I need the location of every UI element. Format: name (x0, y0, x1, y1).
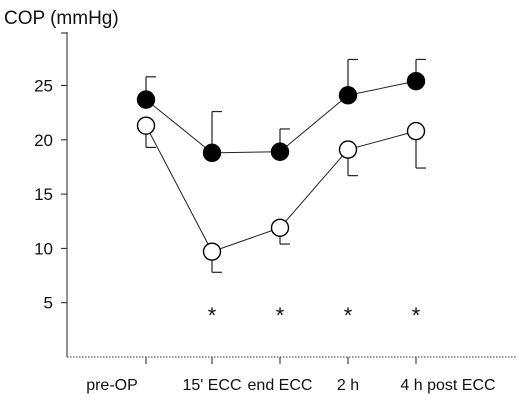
significance-asterisk: * (344, 303, 353, 328)
y-tick-label: 20 (34, 131, 53, 150)
x-tick-label: 2 h (337, 377, 359, 394)
data-point-filled (406, 71, 426, 91)
annotations: * * * * (208, 303, 421, 328)
data-point-open (338, 140, 358, 159)
x-tick-label: 4 h post ECC (400, 377, 495, 394)
x-tick-label: end ECC (248, 377, 313, 394)
data-point-open (202, 242, 222, 261)
data-point-filled (136, 90, 156, 109)
significance-asterisk: * (412, 303, 421, 328)
significance-asterisk: * (208, 303, 217, 328)
data-point-filled (338, 86, 358, 105)
x-ticks: pre-OP 15' ECC end ECC 2 h 4 h post ECC (86, 357, 496, 394)
data-point-open (270, 218, 290, 237)
series-1 (136, 58, 426, 163)
y-ticks: 5 10 15 20 25 (34, 32, 67, 313)
y-axis-label: COP (mmHg) (4, 8, 119, 29)
significance-asterisk: * (276, 303, 285, 328)
data-point-filled (270, 142, 290, 161)
series-2 (136, 116, 426, 273)
series-group (136, 58, 426, 273)
data-point-open (136, 116, 156, 135)
x-tick-label: pre-OP (86, 377, 138, 394)
data-point-open (406, 121, 426, 141)
x-tick-label: 15' ECC (182, 377, 241, 394)
y-tick-label: 15 (34, 185, 53, 204)
y-tick-label: 5 (44, 294, 53, 313)
data-point-filled (202, 143, 222, 163)
axes (66, 32, 516, 358)
y-tick-label: 25 (34, 77, 53, 96)
y-tick-label: 10 (34, 239, 53, 258)
